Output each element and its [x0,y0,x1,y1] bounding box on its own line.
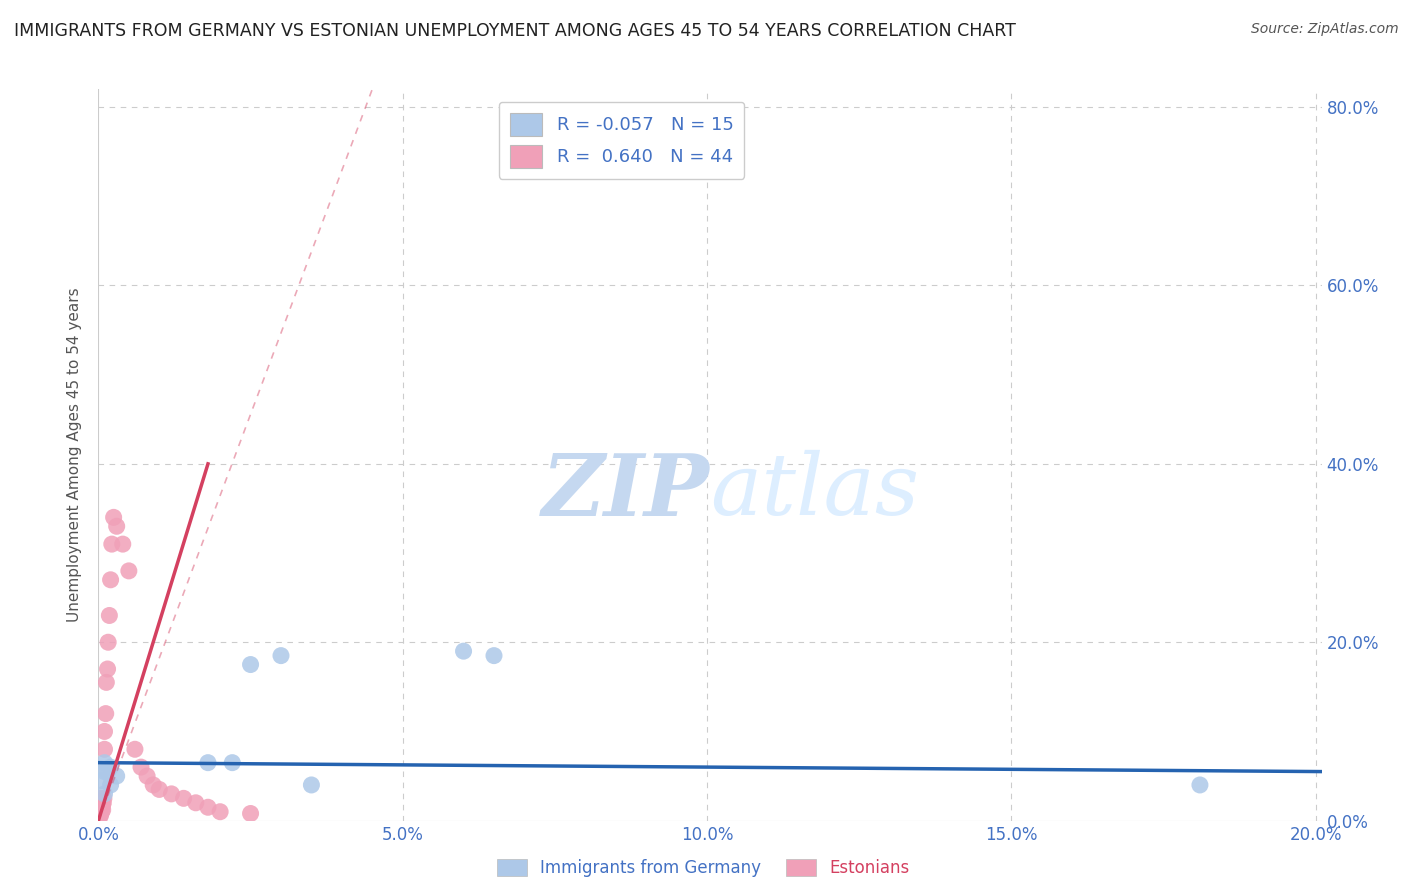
Text: atlas: atlas [710,450,920,533]
Y-axis label: Unemployment Among Ages 45 to 54 years: Unemployment Among Ages 45 to 54 years [67,287,83,623]
Point [270,648,292,663]
Point [89,809,111,823]
Point [160,787,183,801]
Legend: R = -0.057   N = 15, R =  0.640   N = 44: R = -0.057 N = 15, R = 0.640 N = 44 [499,102,744,179]
Point [299,778,322,792]
Text: ZIP: ZIP [543,450,710,533]
Point [173,791,195,805]
Point [96,764,118,779]
Point [89,805,111,819]
Point [124,742,146,756]
Point [89,800,111,814]
Point [93,742,115,756]
Point [97,635,120,649]
Point [91,803,114,817]
Point [221,756,243,770]
Text: IMMIGRANTS FROM GERMANY VS ESTONIAN UNEMPLOYMENT AMONG AGES 45 TO 54 YEARS CORRE: IMMIGRANTS FROM GERMANY VS ESTONIAN UNEM… [14,22,1017,40]
Point [129,760,152,774]
Point [89,800,111,814]
Point [142,778,165,792]
Text: Source: ZipAtlas.com: Source: ZipAtlas.com [1251,22,1399,37]
Point [91,796,114,810]
Point [111,537,134,551]
Point [209,805,232,819]
Point [93,724,115,739]
Point [91,797,114,812]
Point [89,796,111,810]
Point [89,805,111,819]
Point [1188,778,1211,792]
Point [197,756,219,770]
Point [90,797,112,812]
Point [89,809,111,823]
Point [93,756,115,770]
Point [98,608,121,623]
Point [100,573,122,587]
Point [90,803,112,817]
Point [453,644,475,658]
Point [90,800,112,814]
Point [93,791,115,805]
Point [103,510,125,524]
Point [96,675,118,690]
Point [90,796,112,810]
Point [93,787,115,801]
Point [105,519,128,533]
Point [100,760,122,774]
Point [482,648,505,663]
Point [93,764,115,779]
Point [100,778,122,792]
Point [90,773,112,788]
Point [239,657,262,672]
Point [94,706,117,721]
Point [239,806,262,821]
Point [101,537,124,551]
Point [105,769,128,783]
Point [91,794,114,808]
Point [118,564,141,578]
Point [89,791,111,805]
Point [96,662,118,676]
Point [91,800,114,814]
Point [90,805,112,819]
Legend: Immigrants from Germany, Estonians: Immigrants from Germany, Estonians [489,852,917,884]
Point [184,796,207,810]
Point [136,769,159,783]
Point [148,782,170,797]
Point [197,800,219,814]
Point [90,806,112,821]
